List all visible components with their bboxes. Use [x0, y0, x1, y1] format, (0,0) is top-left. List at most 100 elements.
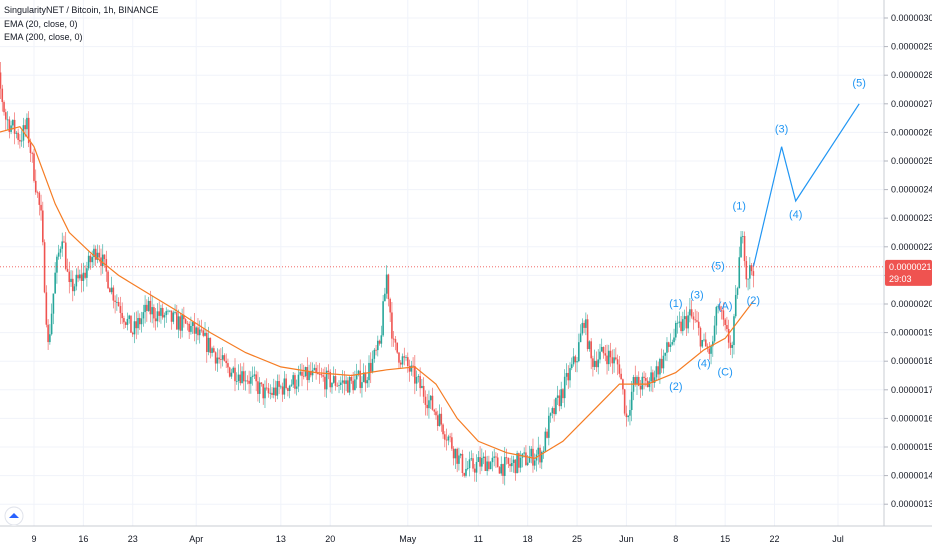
candle-body	[616, 359, 619, 365]
wave-label[interactable]: (4)	[789, 209, 802, 221]
candle-body	[463, 473, 466, 476]
candle-body	[347, 380, 349, 393]
series-lines	[0, 103, 860, 460]
candle-body	[415, 376, 418, 384]
candle-body	[696, 320, 698, 322]
indicator-ema-20[interactable]: EMA (20, close, 0)	[4, 19, 78, 29]
candle-body	[165, 311, 168, 316]
chart-title: SingularityNET / Bitcoin, 1h, BINANCE	[4, 5, 159, 15]
candle-body	[674, 322, 677, 338]
indicator-ema-200[interactable]: EMA (200, close, 0)	[4, 32, 83, 42]
candle-body	[514, 459, 517, 474]
candle-body	[6, 119, 9, 121]
candle-body	[290, 384, 293, 386]
candle-body	[498, 467, 501, 474]
candle-body	[135, 321, 138, 329]
candle-body	[708, 348, 711, 354]
candle-body	[741, 236, 744, 237]
wave-label[interactable]: (C)	[718, 367, 733, 379]
candle-body	[116, 301, 118, 303]
candle-body	[401, 356, 404, 365]
candle-body	[112, 287, 115, 301]
candle-body	[692, 316, 695, 320]
candle-body	[59, 248, 62, 253]
wave-label[interactable]: (2)	[747, 295, 760, 307]
candle-body	[191, 322, 194, 326]
wave-label[interactable]: (A)	[718, 301, 733, 313]
candle-body	[533, 460, 536, 466]
candle-body	[288, 385, 291, 391]
candle-body	[181, 314, 183, 331]
candle-body	[369, 362, 372, 372]
candle-body	[710, 346, 712, 354]
candle-body	[301, 371, 303, 376]
candle-body	[495, 456, 497, 458]
candle-body	[546, 431, 548, 438]
candle-body	[89, 255, 92, 263]
candle-body	[417, 376, 420, 377]
x-tick-label: 18	[523, 534, 533, 544]
candle-body	[364, 372, 367, 384]
price-tags: 0.00000213 29:03	[885, 259, 932, 286]
candle-body	[153, 307, 155, 319]
candle-body	[269, 392, 272, 394]
wave-label[interactable]: (3)	[690, 289, 703, 301]
wave-label[interactable]: (3)	[775, 123, 788, 135]
candle-body	[15, 132, 18, 134]
candle-body	[645, 378, 647, 381]
candle-body	[488, 461, 490, 470]
wave-label[interactable]: (5)	[711, 261, 724, 273]
wave-label[interactable]: (5)	[852, 78, 865, 90]
candle-body	[257, 381, 259, 394]
wave-label[interactable]: (1)	[733, 201, 746, 213]
candle-body	[544, 431, 547, 451]
wave-label[interactable]: (4)	[697, 358, 710, 370]
annotations: (1) (2) (3) (4) (5) (A) (C) (1) (2) (3) (4) (5)	[0, 78, 884, 393]
candle-body	[421, 385, 423, 389]
candle-body	[179, 316, 182, 331]
candle-body	[745, 261, 748, 280]
time-axis[interactable]: 9 16 23 Apr 13 20 May 11 18 25 Jun 8 15 22 Jul	[31, 534, 843, 544]
candle-body	[629, 410, 631, 416]
wave-label[interactable]: (1)	[669, 298, 682, 310]
candle-body	[428, 400, 430, 409]
candle-body	[378, 340, 381, 344]
candle-body	[87, 255, 90, 269]
candle-body	[331, 382, 333, 388]
x-tick-label: 9	[31, 534, 36, 544]
wave-label[interactable]: (2)	[669, 381, 682, 393]
candle-body	[509, 463, 511, 467]
candle-body	[190, 325, 192, 332]
candle-body	[549, 413, 552, 416]
candle-body	[45, 292, 48, 325]
candle-body	[3, 102, 5, 113]
candle-body	[124, 322, 127, 325]
candle-body	[243, 371, 245, 382]
candle-body	[671, 342, 674, 345]
candle-body	[216, 357, 219, 364]
x-tick-label: 15	[720, 534, 730, 544]
candle-body	[128, 315, 131, 319]
candle-body	[285, 378, 287, 389]
candle-body	[121, 312, 123, 319]
candle-body	[715, 306, 718, 326]
candle-body	[426, 404, 428, 409]
candle-body	[685, 316, 688, 329]
candle-body	[42, 210, 44, 243]
candle-body	[163, 315, 166, 318]
candle-body	[253, 374, 256, 376]
candle-body	[563, 376, 566, 399]
tradingview-logo-icon[interactable]	[4, 506, 24, 526]
candle-body	[540, 451, 543, 463]
candle-body	[719, 306, 721, 311]
candle-body	[565, 372, 568, 377]
candle-body	[195, 327, 198, 334]
candle-body	[526, 462, 529, 466]
candle-body	[168, 310, 171, 312]
